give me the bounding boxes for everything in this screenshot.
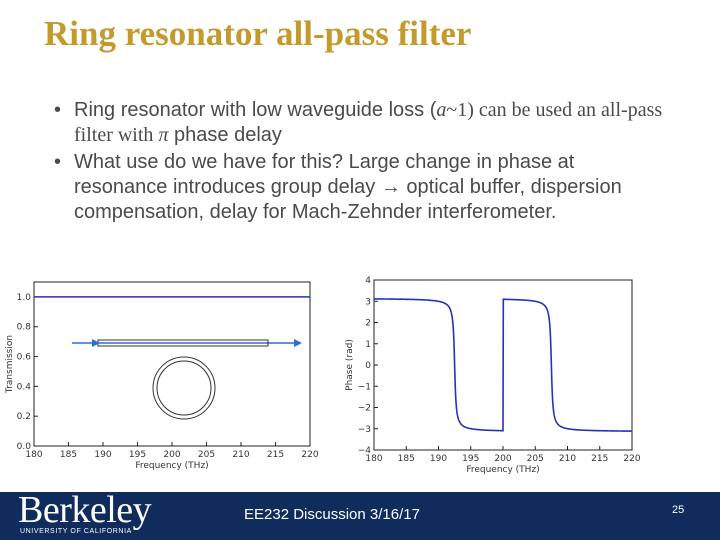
y-tick-label: 2 <box>365 319 371 329</box>
input-arrow-icon <box>92 339 100 347</box>
x-tick-label: 185 <box>60 450 77 460</box>
footer-text: EE232 Discussion 3/16/17 <box>244 506 420 523</box>
x-tick-label: 185 <box>398 454 415 464</box>
y-tick-label: 0 <box>365 361 371 371</box>
x-tick-label: 220 <box>623 454 640 464</box>
x-axis-label: Frequency (THz) <box>135 461 208 471</box>
berkeley-logo-subtitle: UNIVERSITY OF CALIFORNIA <box>20 528 132 535</box>
bullet-item: What use do we have for this? Large chan… <box>48 150 668 225</box>
y-tick-label: −2 <box>358 404 371 414</box>
y-tick-label: 4 <box>365 276 371 286</box>
phase-curve <box>374 298 632 432</box>
x-tick-label: 180 <box>365 454 382 464</box>
bullet-item: Ring resonator with low waveguide loss (… <box>48 98 668 148</box>
y-axis-label: Transmission <box>5 335 15 394</box>
x-tick-label: 215 <box>591 454 608 464</box>
x-tick-label: 180 <box>25 450 42 460</box>
y-tick-label: 0.0 <box>17 442 32 452</box>
transmission-chart: 180 185 190 195 200 205 210 215 220 0.0 0.2 0.4 0.6 0… <box>5 281 319 471</box>
x-tick-label: 200 <box>163 450 180 460</box>
ring-inner <box>156 360 212 416</box>
y-tick-label: 0.2 <box>17 412 31 422</box>
slide-title: Ring resonator all-pass filter <box>44 14 472 53</box>
x-tick-label: 220 <box>301 450 318 460</box>
y-tick-label: 1 <box>365 340 371 350</box>
x-tick-label: 190 <box>94 450 111 460</box>
x-axis-label: Frequency (THz) <box>466 465 539 475</box>
y-tick-label: 0.6 <box>17 353 32 363</box>
x-tick-label: 210 <box>559 454 576 464</box>
y-tick-label: −3 <box>358 425 371 435</box>
berkeley-logo: Berkeley <box>18 489 152 531</box>
x-tick-label: 195 <box>462 454 479 464</box>
output-arrow-icon <box>294 339 302 347</box>
x-tick-label: 215 <box>267 450 284 460</box>
y-tick-label: 3 <box>365 297 371 307</box>
y-tick-label: 0.8 <box>17 323 32 333</box>
phase-chart: 180 185 190 195 200 205 210 215 220 −4 −3 −2 −1 0 1 2 3 4… <box>345 276 640 475</box>
ring-outer <box>152 356 216 420</box>
x-tick-label: 205 <box>198 450 215 460</box>
y-tick-label: −4 <box>358 446 372 456</box>
x-tick-label: 190 <box>430 454 447 464</box>
y-tick-label: −1 <box>358 382 371 392</box>
y-axis-label: Phase (rad) <box>345 339 355 391</box>
x-tick-label: 200 <box>494 454 511 464</box>
x-tick-label: 205 <box>527 454 544 464</box>
bullet-list: Ring resonator with low waveguide loss (… <box>48 98 668 227</box>
ring-resonator-schematic <box>72 339 302 420</box>
x-tick-label: 210 <box>232 450 249 460</box>
page-number: 25 <box>672 504 685 516</box>
y-tick-label: 1.0 <box>17 293 32 303</box>
x-tick-label: 195 <box>129 450 146 460</box>
y-tick-label: 0.4 <box>17 382 32 392</box>
footer-bar: Berkeley UNIVERSITY OF CALIFORNIA EE232 … <box>0 489 720 540</box>
